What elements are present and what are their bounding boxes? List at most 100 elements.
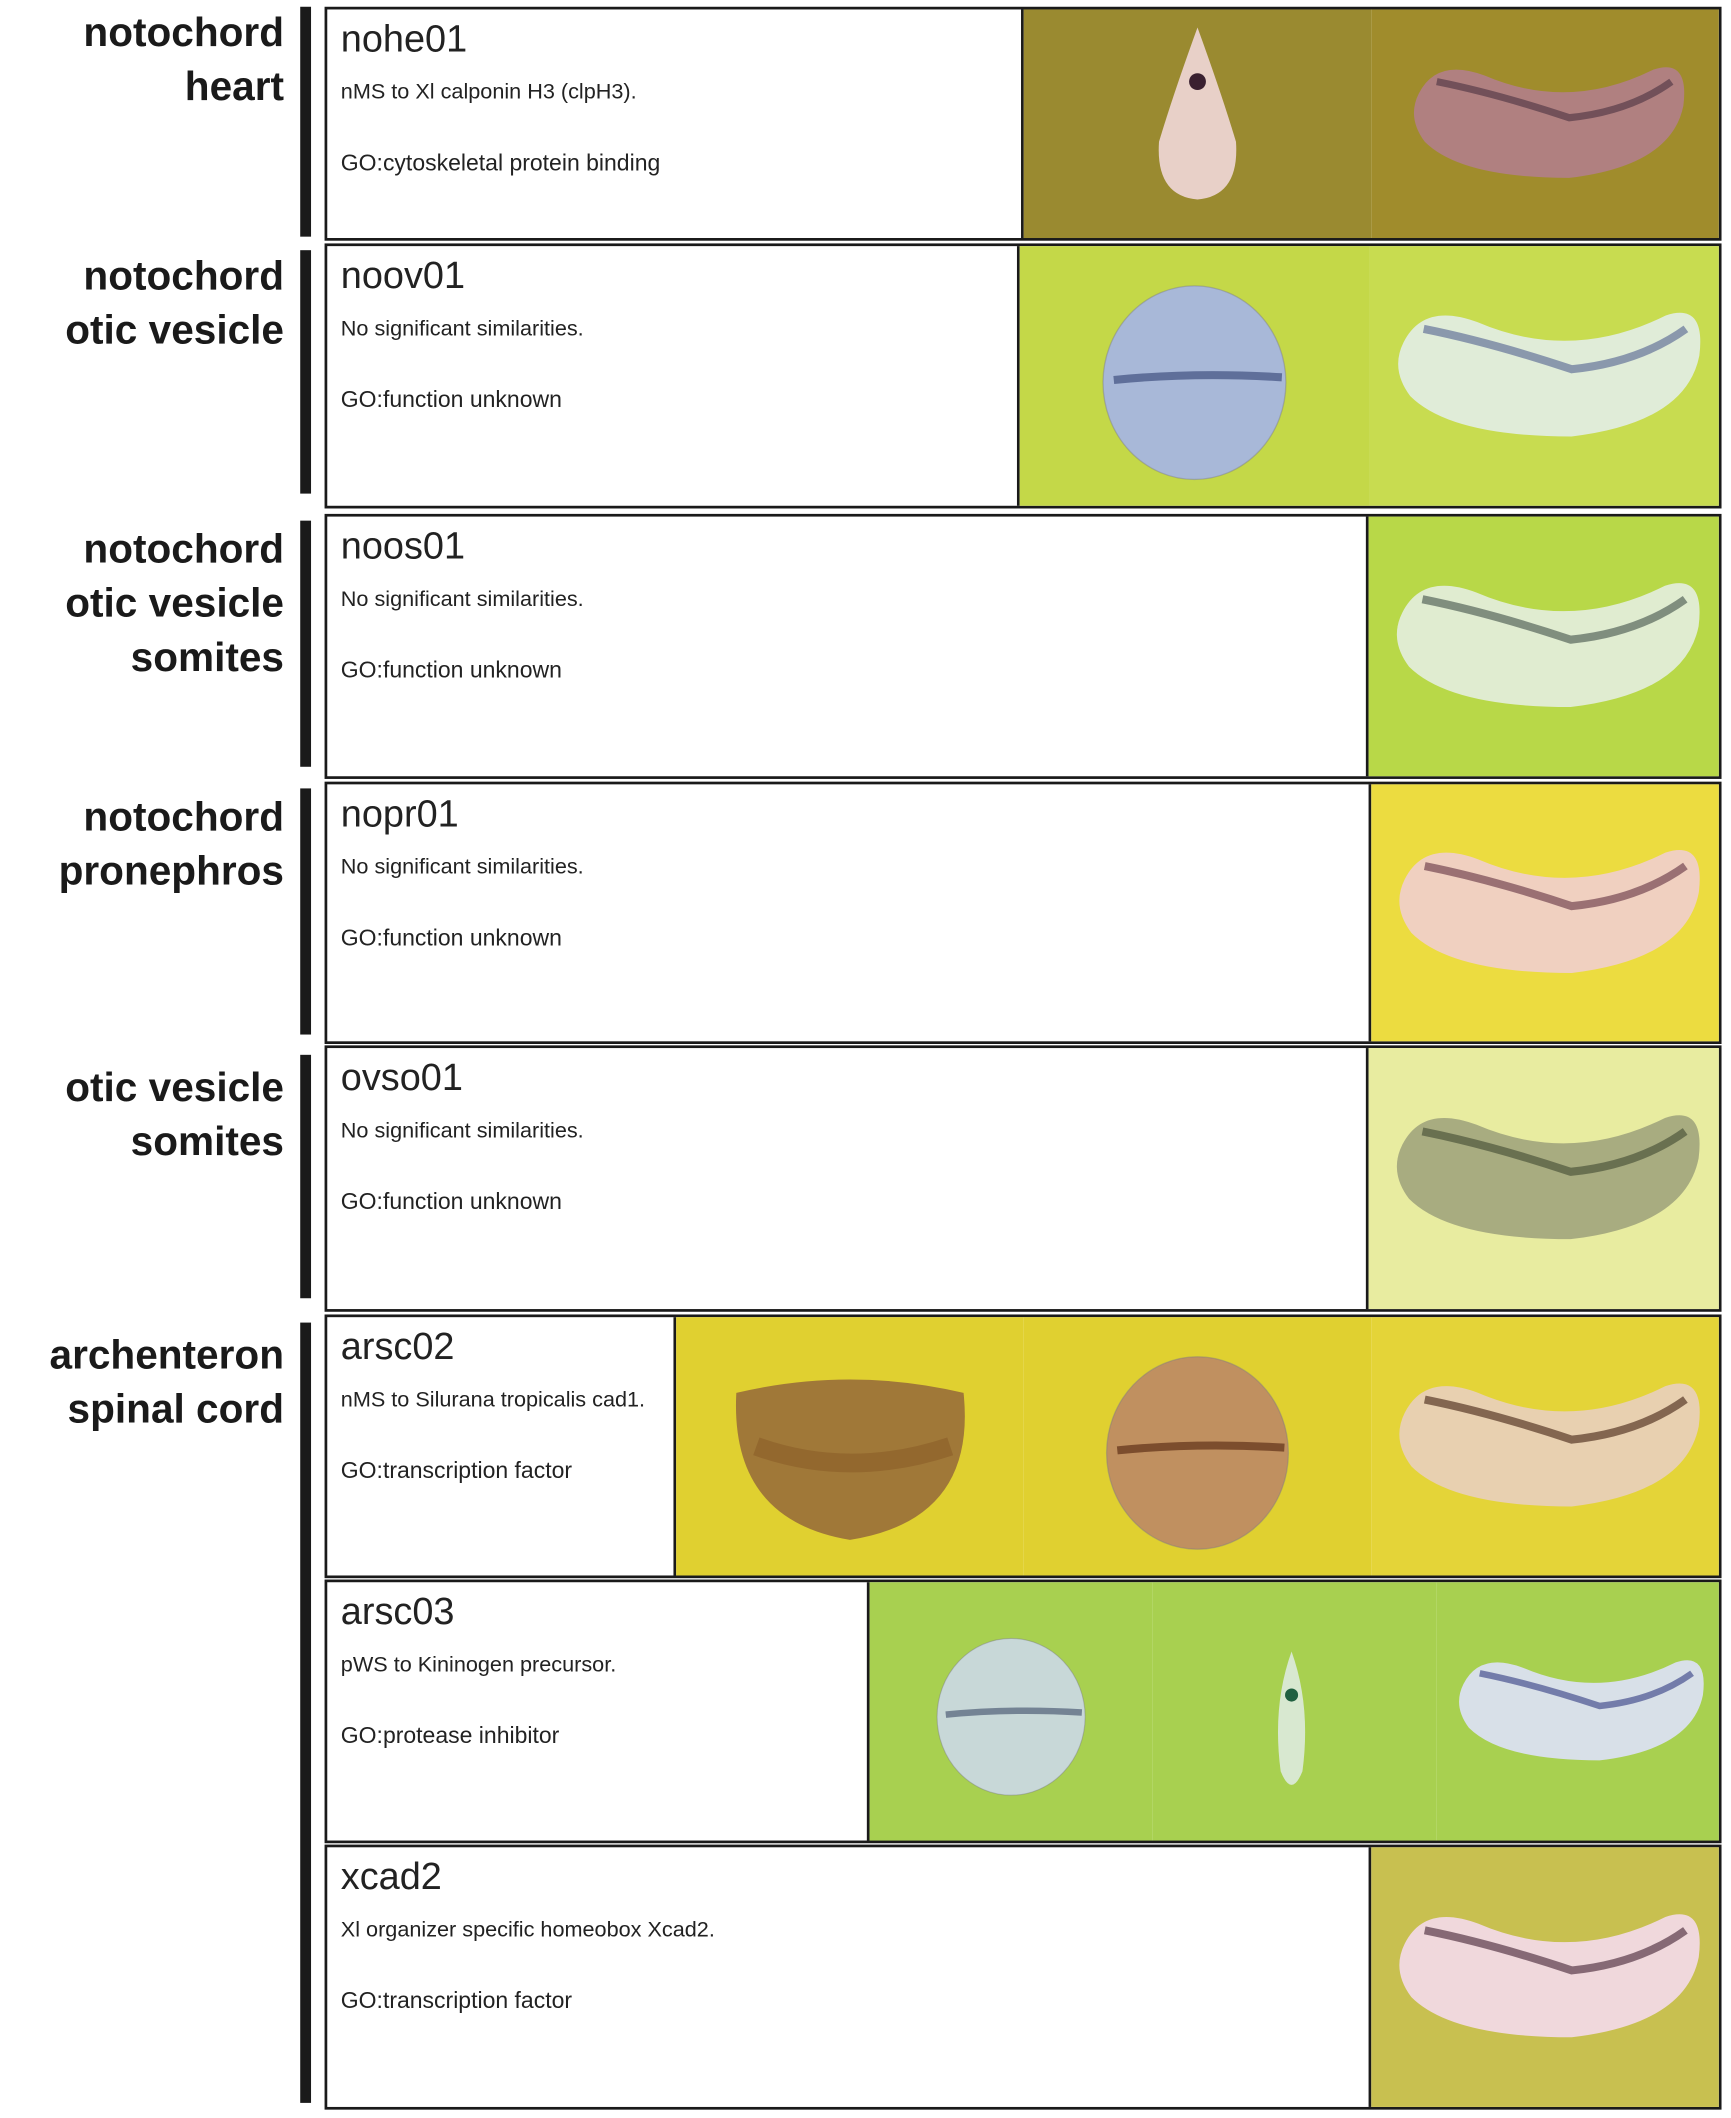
gene-id: nopr01 (340, 792, 459, 835)
embryo-image (1369, 246, 1719, 506)
embryo-shape (1278, 1651, 1306, 1785)
gene-id: nohe01 (340, 17, 468, 60)
group-label-line: spinal cord (67, 1387, 284, 1433)
go-annotation: GO:cytoskeletal protein binding (340, 150, 661, 176)
expression-images (1365, 516, 1719, 777)
gene-row: ovso01 No significant similarities. GO:fun… (324, 1045, 1722, 1312)
gene-info: arsc03 pWS to Kininogen precursor. GO:prot… (327, 1582, 869, 1840)
group-bracket (300, 788, 312, 1035)
embryo-image (1371, 784, 1719, 1042)
expression-images (1368, 1847, 1719, 2107)
gene-description: nMS to Silurana tropicalis cad1. (340, 1388, 646, 1412)
embryo-shape (1413, 67, 1685, 178)
embryo-shape (1102, 285, 1287, 481)
gene-id: noov01 (340, 254, 466, 297)
gene-id: ovso01 (340, 1056, 463, 1099)
gene-id: xcad2 (340, 1855, 442, 1898)
expression-images (1021, 9, 1719, 239)
group-label: otic vesicle somites (65, 1062, 284, 1170)
gene-description: Xl organizer specific homeobox Xcad2. (340, 1918, 715, 1942)
embryo-image (1371, 1847, 1719, 2107)
embryo-shape (1158, 27, 1237, 200)
embryo-shape (1105, 1356, 1290, 1550)
gene-id: arsc03 (340, 1590, 455, 1633)
embryo-shape (1399, 850, 1700, 973)
gene-id: arsc02 (340, 1325, 455, 1368)
embryo-image (1371, 9, 1719, 239)
embryo-image (676, 1317, 1024, 1576)
gene-description: No significant similarities. (340, 856, 584, 880)
embryo-shape (1396, 583, 1700, 708)
gene-info: nohe01 nMS to Xl calponin H3 (clpH3). GO:c… (327, 9, 1023, 238)
group-label: archenteron spinal cord (50, 1329, 284, 1437)
group-label-line: otic vesicle (65, 1065, 284, 1111)
gene-info: ovso01 No significant similarities. GO:fun… (327, 1048, 1368, 1309)
embryo-image (1368, 1048, 1719, 1310)
group-label-line: pronephros (58, 849, 284, 894)
gene-row: xcad2 Xl organizer specific homeobox Xcad… (324, 1844, 1722, 2110)
gene-row: arsc03 pWS to Kininogen precursor. GO:prot… (324, 1579, 1722, 1844)
go-annotation: GO:transcription factor (340, 1987, 573, 2014)
group-bracket (300, 1054, 312, 1299)
gene-info: noos01 No significant similarities. GO:fun… (327, 517, 1368, 777)
gene-info: arsc02 nMS to Silurana tropicalis cad1. GO… (327, 1317, 676, 1575)
embryo-image (1023, 1317, 1372, 1576)
go-annotation: GO:function unknown (340, 1188, 562, 1215)
group-bracket (300, 1322, 312, 2103)
group-label-line: somites (130, 635, 284, 681)
group-bracket (300, 250, 312, 494)
group-bracket (300, 6, 312, 237)
embryo-shape (1396, 1115, 1700, 1240)
go-annotation: GO:function unknown (340, 925, 562, 951)
group-label-line: somites (130, 1119, 284, 1165)
go-annotation: GO:function unknown (340, 657, 562, 683)
group-label-line: notochord (83, 10, 284, 56)
gene-info: noov01 No significant similarities. GO:fun… (327, 246, 1019, 506)
expression-images (1016, 246, 1719, 506)
gene-info: xcad2 Xl organizer specific homeobox Xcad… (327, 1847, 1371, 2107)
group-label-line: otic vesicle (65, 308, 284, 353)
gene-description: No significant similarities. (340, 588, 584, 612)
group-label-line: notochord (83, 527, 284, 573)
expression-images (866, 1582, 1719, 1841)
go-annotation: GO:transcription factor (340, 1457, 573, 1484)
group-label-line: notochord (83, 254, 284, 299)
embryo-image (1368, 516, 1719, 777)
group-label-line: notochord (83, 795, 284, 840)
group-label: notochord heart (83, 7, 284, 115)
expression-images (1368, 784, 1719, 1042)
group-label: notochord pronephros (59, 791, 284, 899)
expression-images (1365, 1048, 1719, 1310)
embryo-image (1435, 1582, 1719, 1841)
embryo-shape (936, 1637, 1086, 1796)
embryo-shape (1458, 1660, 1704, 1761)
gene-row: nohe01 nMS to Xl calponin H3 (clpH3). GO:c… (324, 6, 1722, 241)
gene-description: No significant similarities. (340, 1119, 584, 1143)
group-label: notochord otic vesicle somites (65, 523, 284, 685)
gene-info: nopr01 No significant similarities. GO:fun… (327, 784, 1371, 1041)
embryo-image (1371, 1317, 1719, 1576)
group-label-line: heart (184, 64, 284, 110)
gene-row: noos01 No significant similarities. GO:fun… (324, 513, 1722, 779)
gene-id: noos01 (340, 524, 466, 567)
go-annotation: GO:function unknown (340, 386, 562, 413)
group-label-line: otic vesicle (65, 581, 284, 627)
gene-description: No significant similarities. (340, 317, 584, 341)
group-bracket (300, 520, 312, 767)
embryo-shape (1397, 312, 1700, 437)
go-annotation: GO:protease inhibitor (340, 1722, 560, 1749)
gene-description: nMS to Xl calponin H3 (clpH3). (340, 81, 637, 105)
embryo-shape (1399, 1383, 1700, 1507)
embryo-image (1019, 246, 1370, 506)
group-label-line: archenteron (49, 1333, 284, 1379)
expression-images (673, 1317, 1719, 1576)
gene-row: arsc02 nMS to Silurana tropicalis cad1. GO… (324, 1314, 1722, 1579)
embryo-image (1023, 9, 1372, 239)
embryo-shape (1399, 1914, 1700, 2038)
gene-row: nopr01 No significant similarities. GO:fun… (324, 781, 1722, 1045)
gene-description: pWS to Kininogen precursor. (340, 1653, 617, 1677)
embryo-image (1152, 1582, 1436, 1841)
gene-row: noov01 No significant similarities. GO:fun… (324, 243, 1722, 509)
embryo-image (869, 1582, 1153, 1841)
